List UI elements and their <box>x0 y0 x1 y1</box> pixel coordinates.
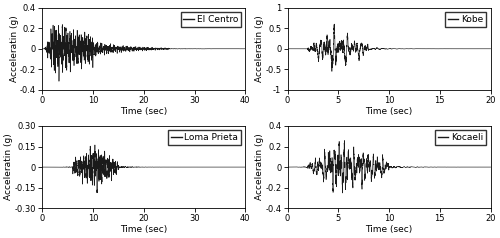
Y-axis label: Acceleratin (g): Acceleratin (g) <box>255 134 264 200</box>
Y-axis label: Acceleratin (g): Acceleratin (g) <box>10 15 18 82</box>
X-axis label: Time (sec): Time (sec) <box>120 107 168 115</box>
Y-axis label: Acceleratin (g): Acceleratin (g) <box>255 15 264 82</box>
X-axis label: Time (sec): Time (sec) <box>120 225 168 234</box>
Legend: Loma Prieta: Loma Prieta <box>168 130 241 145</box>
Legend: Kocaeli: Kocaeli <box>435 130 486 145</box>
Y-axis label: Acceleratin (g): Acceleratin (g) <box>4 134 13 200</box>
X-axis label: Time (sec): Time (sec) <box>366 225 412 234</box>
Legend: El Centro: El Centro <box>180 12 241 27</box>
Legend: Kobe: Kobe <box>445 12 486 27</box>
X-axis label: Time (sec): Time (sec) <box>366 107 412 115</box>
